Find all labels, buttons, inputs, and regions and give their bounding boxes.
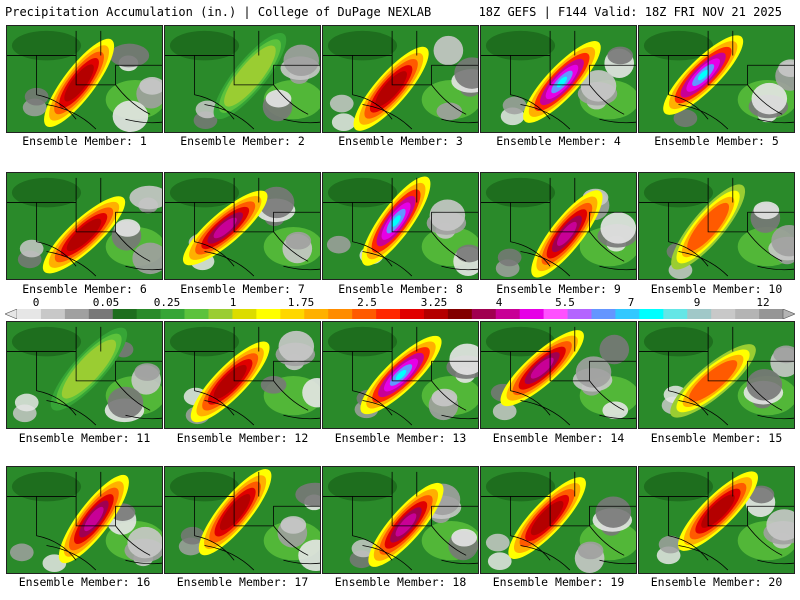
- ensemble-map-panel: [322, 321, 479, 429]
- ensemble-member-label: Ensemble Member: 5: [654, 134, 779, 148]
- ensemble-map-panel: [322, 172, 479, 280]
- map-title: Precipitation Accumulation (in.) | Colle…: [5, 5, 432, 19]
- colorbar-swatch: [687, 309, 712, 319]
- colorbar-swatch: [543, 309, 568, 319]
- colorbar-tick-label: 3.25: [420, 296, 448, 309]
- colorbar-tick-label: 0.25: [153, 296, 181, 309]
- colorbar-tick-label: 0.05: [92, 296, 120, 309]
- ensemble-member-label: Ensemble Member: 2: [180, 134, 305, 148]
- ensemble-map-panel: [480, 172, 637, 280]
- colorbar-swatch: [447, 309, 473, 319]
- colorbar-swatch: [352, 309, 377, 319]
- colorbar-swatch: [519, 309, 544, 319]
- ensemble-map-panel: [6, 466, 163, 574]
- colorbar-swatch: [711, 309, 736, 319]
- ensemble-map-panel: [6, 172, 163, 280]
- colorbar-swatch: [471, 309, 497, 319]
- ensemble-map-panel: [480, 466, 637, 574]
- colorbar-swatch: [184, 309, 209, 319]
- ensemble-map-panel: [480, 25, 637, 133]
- colorbar-swatch: [400, 309, 425, 319]
- ensemble-member-label: Ensemble Member: 9: [496, 282, 621, 296]
- colorbar-swatch: [639, 309, 664, 319]
- ensemble-map-panel: [638, 172, 795, 280]
- colorbar-swatch: [112, 309, 137, 319]
- colorbar-swatch: [280, 309, 305, 319]
- ensemble-member-label: Ensemble Member: 13: [334, 431, 467, 445]
- ensemble-member-label: Ensemble Member: 12: [176, 431, 309, 445]
- colorbar-swatch: [88, 309, 114, 319]
- ensemble-map-panel: [638, 25, 795, 133]
- ensemble-member-label: Ensemble Member: 11: [18, 431, 151, 445]
- colorbar-swatch: [759, 309, 784, 319]
- colorbar-swatch: [423, 309, 449, 319]
- ensemble-member-label: Ensemble Member: 7: [180, 282, 305, 296]
- colorbar-swatch: [160, 309, 185, 319]
- colorbar-tick-label: 9: [693, 296, 701, 309]
- ensemble-map-panel: [638, 321, 795, 429]
- ensemble-member-label: Ensemble Member: 6: [22, 282, 147, 296]
- colorbar-swatch: [304, 309, 329, 319]
- run-info: 18Z GEFS | F144 Valid: 18Z FRI NOV 21 20…: [478, 5, 782, 19]
- colorbar-tick-label: 7: [627, 296, 635, 309]
- ensemble-member-label: Ensemble Member: 16: [18, 575, 151, 589]
- colorbar-swatch: [663, 309, 688, 319]
- ensemble-map-panel: [164, 25, 321, 133]
- ensemble-map-panel: [480, 321, 637, 429]
- ensemble-map-panel: [322, 466, 479, 574]
- colorbar-swatch: [64, 309, 90, 319]
- colorbar-swatch: [40, 309, 66, 319]
- colorbar-tick-label: 0: [32, 296, 40, 309]
- ensemble-member-label: Ensemble Member: 1: [22, 134, 147, 148]
- colorbar-tick-label: 4: [495, 296, 503, 309]
- precipitation-colorbar: [5, 309, 795, 319]
- ensemble-map-panel: [164, 466, 321, 574]
- ensemble-member-label: Ensemble Member: 20: [650, 575, 783, 589]
- ensemble-member-label: Ensemble Member: 14: [492, 431, 625, 445]
- colorbar-swatch: [567, 309, 592, 319]
- ensemble-member-label: Ensemble Member: 4: [496, 134, 621, 148]
- colorbar-swatch: [136, 309, 161, 319]
- colorbar-swatch: [615, 309, 640, 319]
- ensemble-member-label: Ensemble Member: 3: [338, 134, 463, 148]
- ensemble-member-label: Ensemble Member: 17: [176, 575, 309, 589]
- colorbar-swatch: [232, 309, 257, 319]
- ensemble-member-label: Ensemble Member: 8: [338, 282, 463, 296]
- colorbar-swatch: [495, 309, 520, 319]
- colorbar-tick-label: 1: [229, 296, 237, 309]
- ensemble-map-panel: [322, 25, 479, 133]
- colorbar-tick-label: 12: [756, 296, 770, 309]
- ensemble-member-label: Ensemble Member: 19: [492, 575, 625, 589]
- ensemble-member-label: Ensemble Member: 10: [650, 282, 783, 296]
- ensemble-map-panel: [6, 25, 163, 133]
- ensemble-map-panel: [164, 172, 321, 280]
- colorbar-swatch: [208, 309, 233, 319]
- colorbar-swatch: [376, 309, 401, 319]
- ensemble-member-label: Ensemble Member: 15: [650, 431, 783, 445]
- colorbar-swatch: [17, 309, 42, 319]
- colorbar-swatch: [328, 309, 353, 319]
- colorbar-tick-label: 1.75: [287, 296, 315, 309]
- colorbar-tick-label: 2.5: [357, 296, 377, 309]
- colorbar-swatch: [735, 309, 760, 319]
- ensemble-map-panel: [6, 321, 163, 429]
- colorbar-swatch: [591, 309, 616, 319]
- colorbar-swatch: [256, 309, 281, 319]
- ensemble-member-label: Ensemble Member: 18: [334, 575, 467, 589]
- ensemble-map-panel: [638, 466, 795, 574]
- ensemble-map-panel: [164, 321, 321, 429]
- colorbar-tick-label: 5.5: [555, 296, 575, 309]
